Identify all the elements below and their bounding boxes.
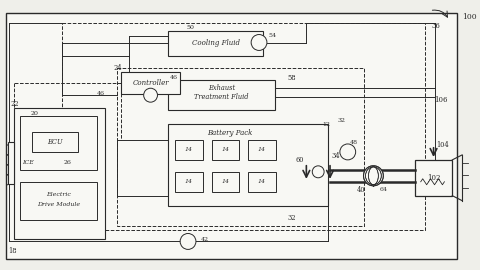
Text: 12: 12 xyxy=(322,122,330,127)
Text: 14: 14 xyxy=(258,179,266,184)
Bar xyxy=(175,172,203,192)
Circle shape xyxy=(144,88,157,102)
Circle shape xyxy=(312,166,324,178)
Text: Treatment Fluid: Treatment Fluid xyxy=(194,93,249,101)
Bar xyxy=(32,132,78,152)
Text: 14: 14 xyxy=(185,179,193,184)
Bar xyxy=(168,31,263,56)
Text: T: T xyxy=(148,91,153,99)
Text: Drive Module: Drive Module xyxy=(37,202,81,207)
Bar xyxy=(175,140,203,160)
Text: ECU: ECU xyxy=(47,138,63,146)
Text: Battery Pack: Battery Pack xyxy=(207,129,252,137)
Text: 40: 40 xyxy=(356,186,365,194)
Bar xyxy=(168,80,275,110)
Text: 50: 50 xyxy=(186,25,194,30)
Text: Exhaust: Exhaust xyxy=(208,84,235,92)
Bar xyxy=(212,172,240,192)
Bar xyxy=(330,170,415,182)
Text: 36: 36 xyxy=(432,22,441,30)
Bar xyxy=(168,124,328,206)
Text: Electric: Electric xyxy=(47,192,72,197)
Text: 14: 14 xyxy=(221,179,229,184)
Text: 14: 14 xyxy=(221,147,229,153)
Text: 42: 42 xyxy=(201,237,209,242)
Text: Controller: Controller xyxy=(132,79,169,87)
Text: 34: 34 xyxy=(332,152,340,160)
Text: 22: 22 xyxy=(11,100,19,108)
Text: 106: 106 xyxy=(434,96,447,104)
Text: 46: 46 xyxy=(97,91,105,96)
Text: 18: 18 xyxy=(8,247,17,255)
Text: 24: 24 xyxy=(114,64,122,72)
Bar xyxy=(21,182,97,220)
Bar xyxy=(8,142,13,184)
Bar xyxy=(415,160,452,196)
Bar xyxy=(62,23,425,230)
Circle shape xyxy=(180,234,196,249)
Bar xyxy=(14,108,105,239)
Text: P: P xyxy=(257,39,261,46)
Bar xyxy=(121,72,180,94)
Text: 48: 48 xyxy=(349,140,358,146)
Text: Cooling Fluid: Cooling Fluid xyxy=(192,39,240,48)
Text: 14: 14 xyxy=(258,147,266,153)
Text: 104: 104 xyxy=(436,141,449,149)
Bar xyxy=(248,140,276,160)
Circle shape xyxy=(363,166,383,186)
Circle shape xyxy=(340,144,356,160)
Bar xyxy=(117,68,363,225)
Bar xyxy=(21,116,97,170)
Text: 60: 60 xyxy=(295,156,304,164)
Text: 58: 58 xyxy=(288,74,296,82)
Text: 100: 100 xyxy=(462,13,477,21)
Bar xyxy=(212,140,240,160)
Circle shape xyxy=(251,35,267,50)
Bar xyxy=(248,172,276,192)
Text: 32: 32 xyxy=(338,117,346,123)
Text: 54: 54 xyxy=(269,33,277,38)
Text: ICE: ICE xyxy=(23,160,34,165)
Text: 32: 32 xyxy=(288,214,296,222)
Circle shape xyxy=(363,166,383,186)
Text: 26: 26 xyxy=(64,160,72,165)
Text: 20: 20 xyxy=(30,111,38,116)
Text: 14: 14 xyxy=(185,147,193,153)
Text: 46: 46 xyxy=(169,75,177,80)
Text: P: P xyxy=(186,237,191,245)
Text: 64: 64 xyxy=(379,187,387,192)
Text: 102: 102 xyxy=(427,174,440,182)
Text: T: T xyxy=(346,148,350,156)
